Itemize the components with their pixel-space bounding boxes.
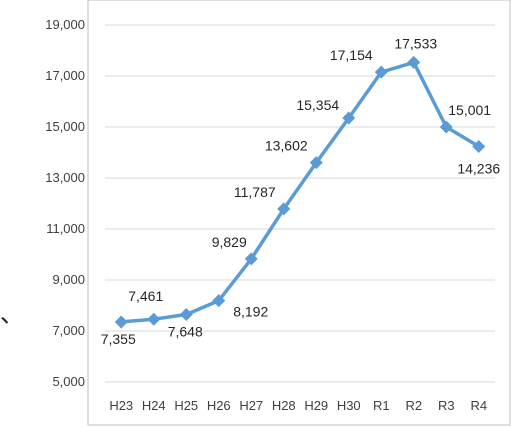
data-label: 13,602: [265, 138, 308, 154]
y-tick-label: 15,000: [45, 119, 85, 134]
x-tick-label: R3: [438, 398, 455, 413]
y-tick-label: 17,000: [45, 68, 85, 83]
data-point-marker: [114, 315, 128, 329]
x-tick-label: R2: [405, 398, 422, 413]
x-tick-label: H25: [174, 398, 198, 413]
data-point-marker: [374, 65, 388, 79]
data-label: 9,829: [212, 234, 247, 250]
x-tick-label: H27: [239, 398, 263, 413]
data-point-marker: [179, 307, 193, 321]
y-tick-label: 11,000: [46, 221, 85, 236]
data-point-marker: [439, 120, 453, 134]
data-point-marker: [244, 252, 258, 266]
x-axis-tick-labels: H23 H24 H25 H26 H27 H28 H29 H30 R1 R2 R3 R4: [109, 398, 487, 413]
data-point-marker: [147, 312, 161, 326]
data-label: 17,154: [330, 47, 373, 63]
cropped-text-fragment: 、: [0, 300, 24, 328]
plot-frame: [87, 0, 511, 426]
data-label: 17,533: [394, 35, 437, 51]
series-layer: [114, 55, 486, 329]
x-tick-label: R4: [470, 398, 487, 413]
y-tick-label: 9,000: [52, 272, 85, 287]
gridlines: [105, 24, 495, 383]
x-tick-label: H26: [207, 398, 231, 413]
data-point-marker: [309, 156, 323, 170]
data-label: 15,001: [448, 102, 491, 118]
y-tick-label: 5,000: [52, 374, 85, 389]
x-tick-label: H28: [272, 398, 296, 413]
data-labels: 7,355 7,461 7,648 8,192 9,829 11,787 13,602 15,…: [101, 35, 501, 347]
y-tick-label: 13,000: [45, 170, 85, 185]
y-axis-tick-labels: 5,000 7,000 9,000 11,000 13,000 15,000 17,000 1…: [45, 17, 85, 389]
y-tick-label: 7,000: [52, 323, 85, 338]
data-label: 7,355: [101, 331, 136, 347]
data-point-marker: [472, 139, 486, 153]
y-tick-label: 19,000: [45, 17, 85, 32]
data-point-marker: [342, 111, 356, 125]
x-tick-label: H23: [109, 398, 133, 413]
data-point-marker: [277, 202, 291, 216]
data-point-marker: [212, 294, 226, 308]
data-label: 15,354: [296, 97, 339, 113]
data-point-marker: [407, 55, 421, 69]
data-label: 14,236: [457, 160, 500, 176]
x-tick-label: H29: [304, 398, 328, 413]
data-label: 7,461: [128, 288, 163, 304]
data-label: 7,648: [168, 323, 203, 339]
x-tick-label: H24: [142, 398, 166, 413]
x-tick-label: R1: [373, 398, 390, 413]
data-label: 8,192: [233, 304, 268, 320]
x-tick-label: H30: [337, 398, 361, 413]
data-label: 11,787: [234, 184, 276, 200]
